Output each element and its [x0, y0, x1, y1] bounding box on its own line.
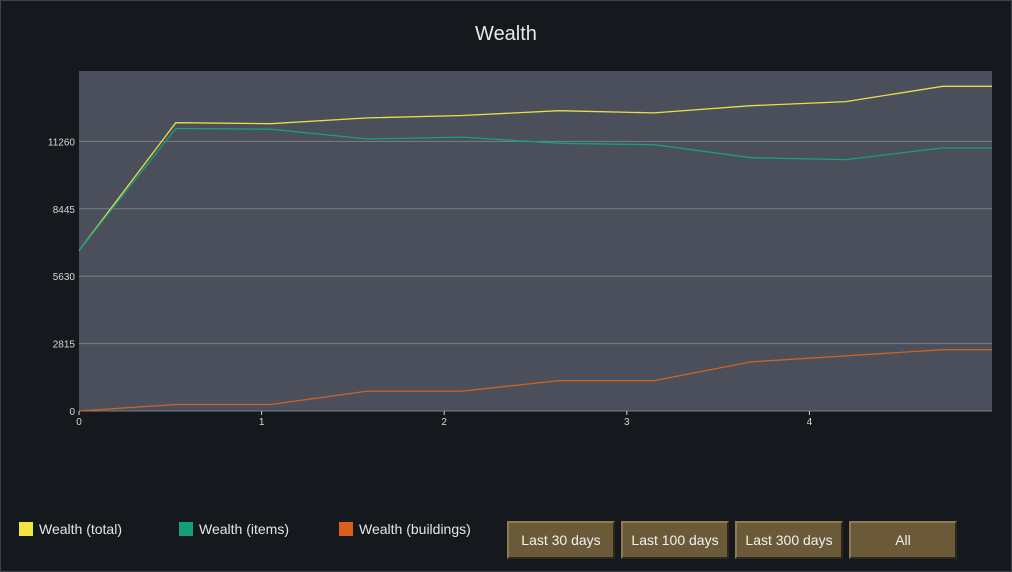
axis-ticks: 0 2815 5630 8445 11260 0 1 2 3 4 — [48, 137, 813, 428]
x-tick-label: 1 — [259, 417, 265, 428]
series-lines — [78, 85, 992, 412]
legend-item-buildings: Wealth (buildings) — [339, 521, 471, 537]
x-tick-label: 0 — [76, 417, 82, 428]
legend-swatch-items — [179, 522, 193, 536]
legend-swatch-buildings — [339, 522, 353, 536]
y-tick-label: 0 — [69, 407, 75, 418]
x-tick-label: 4 — [807, 417, 813, 428]
legend-label-items: Wealth (items) — [199, 521, 289, 537]
legend-label-buildings: Wealth (buildings) — [359, 521, 471, 537]
series-line-wealth-items — [78, 127, 992, 252]
legend-item-total: Wealth (total) — [19, 521, 122, 537]
series-line-wealth-buildings — [78, 349, 992, 412]
wealth-line-chart: 0 2815 5630 8445 11260 0 1 2 3 4 — [48, 71, 992, 428]
y-tick-label: 8445 — [53, 205, 76, 216]
plot-area — [79, 71, 992, 411]
series-line-wealth-total — [78, 85, 992, 251]
y-tick-label: 11260 — [48, 137, 76, 148]
legend-item-items: Wealth (items) — [179, 521, 289, 537]
legend-label-total: Wealth (total) — [39, 521, 122, 537]
legend-swatch-total — [19, 522, 33, 536]
all-button[interactable]: All — [849, 521, 957, 559]
x-tick-label: 3 — [624, 417, 630, 428]
y-tick-label: 5630 — [53, 272, 76, 283]
chart-title: Wealth — [475, 23, 537, 45]
x-tick-label: 2 — [441, 417, 447, 428]
y-tick-label: 2815 — [53, 340, 76, 351]
last-100-days-button[interactable]: Last 100 days — [621, 521, 729, 559]
last-300-days-button[interactable]: Last 300 days — [735, 521, 843, 559]
last-30-days-button[interactable]: Last 30 days — [507, 521, 615, 559]
